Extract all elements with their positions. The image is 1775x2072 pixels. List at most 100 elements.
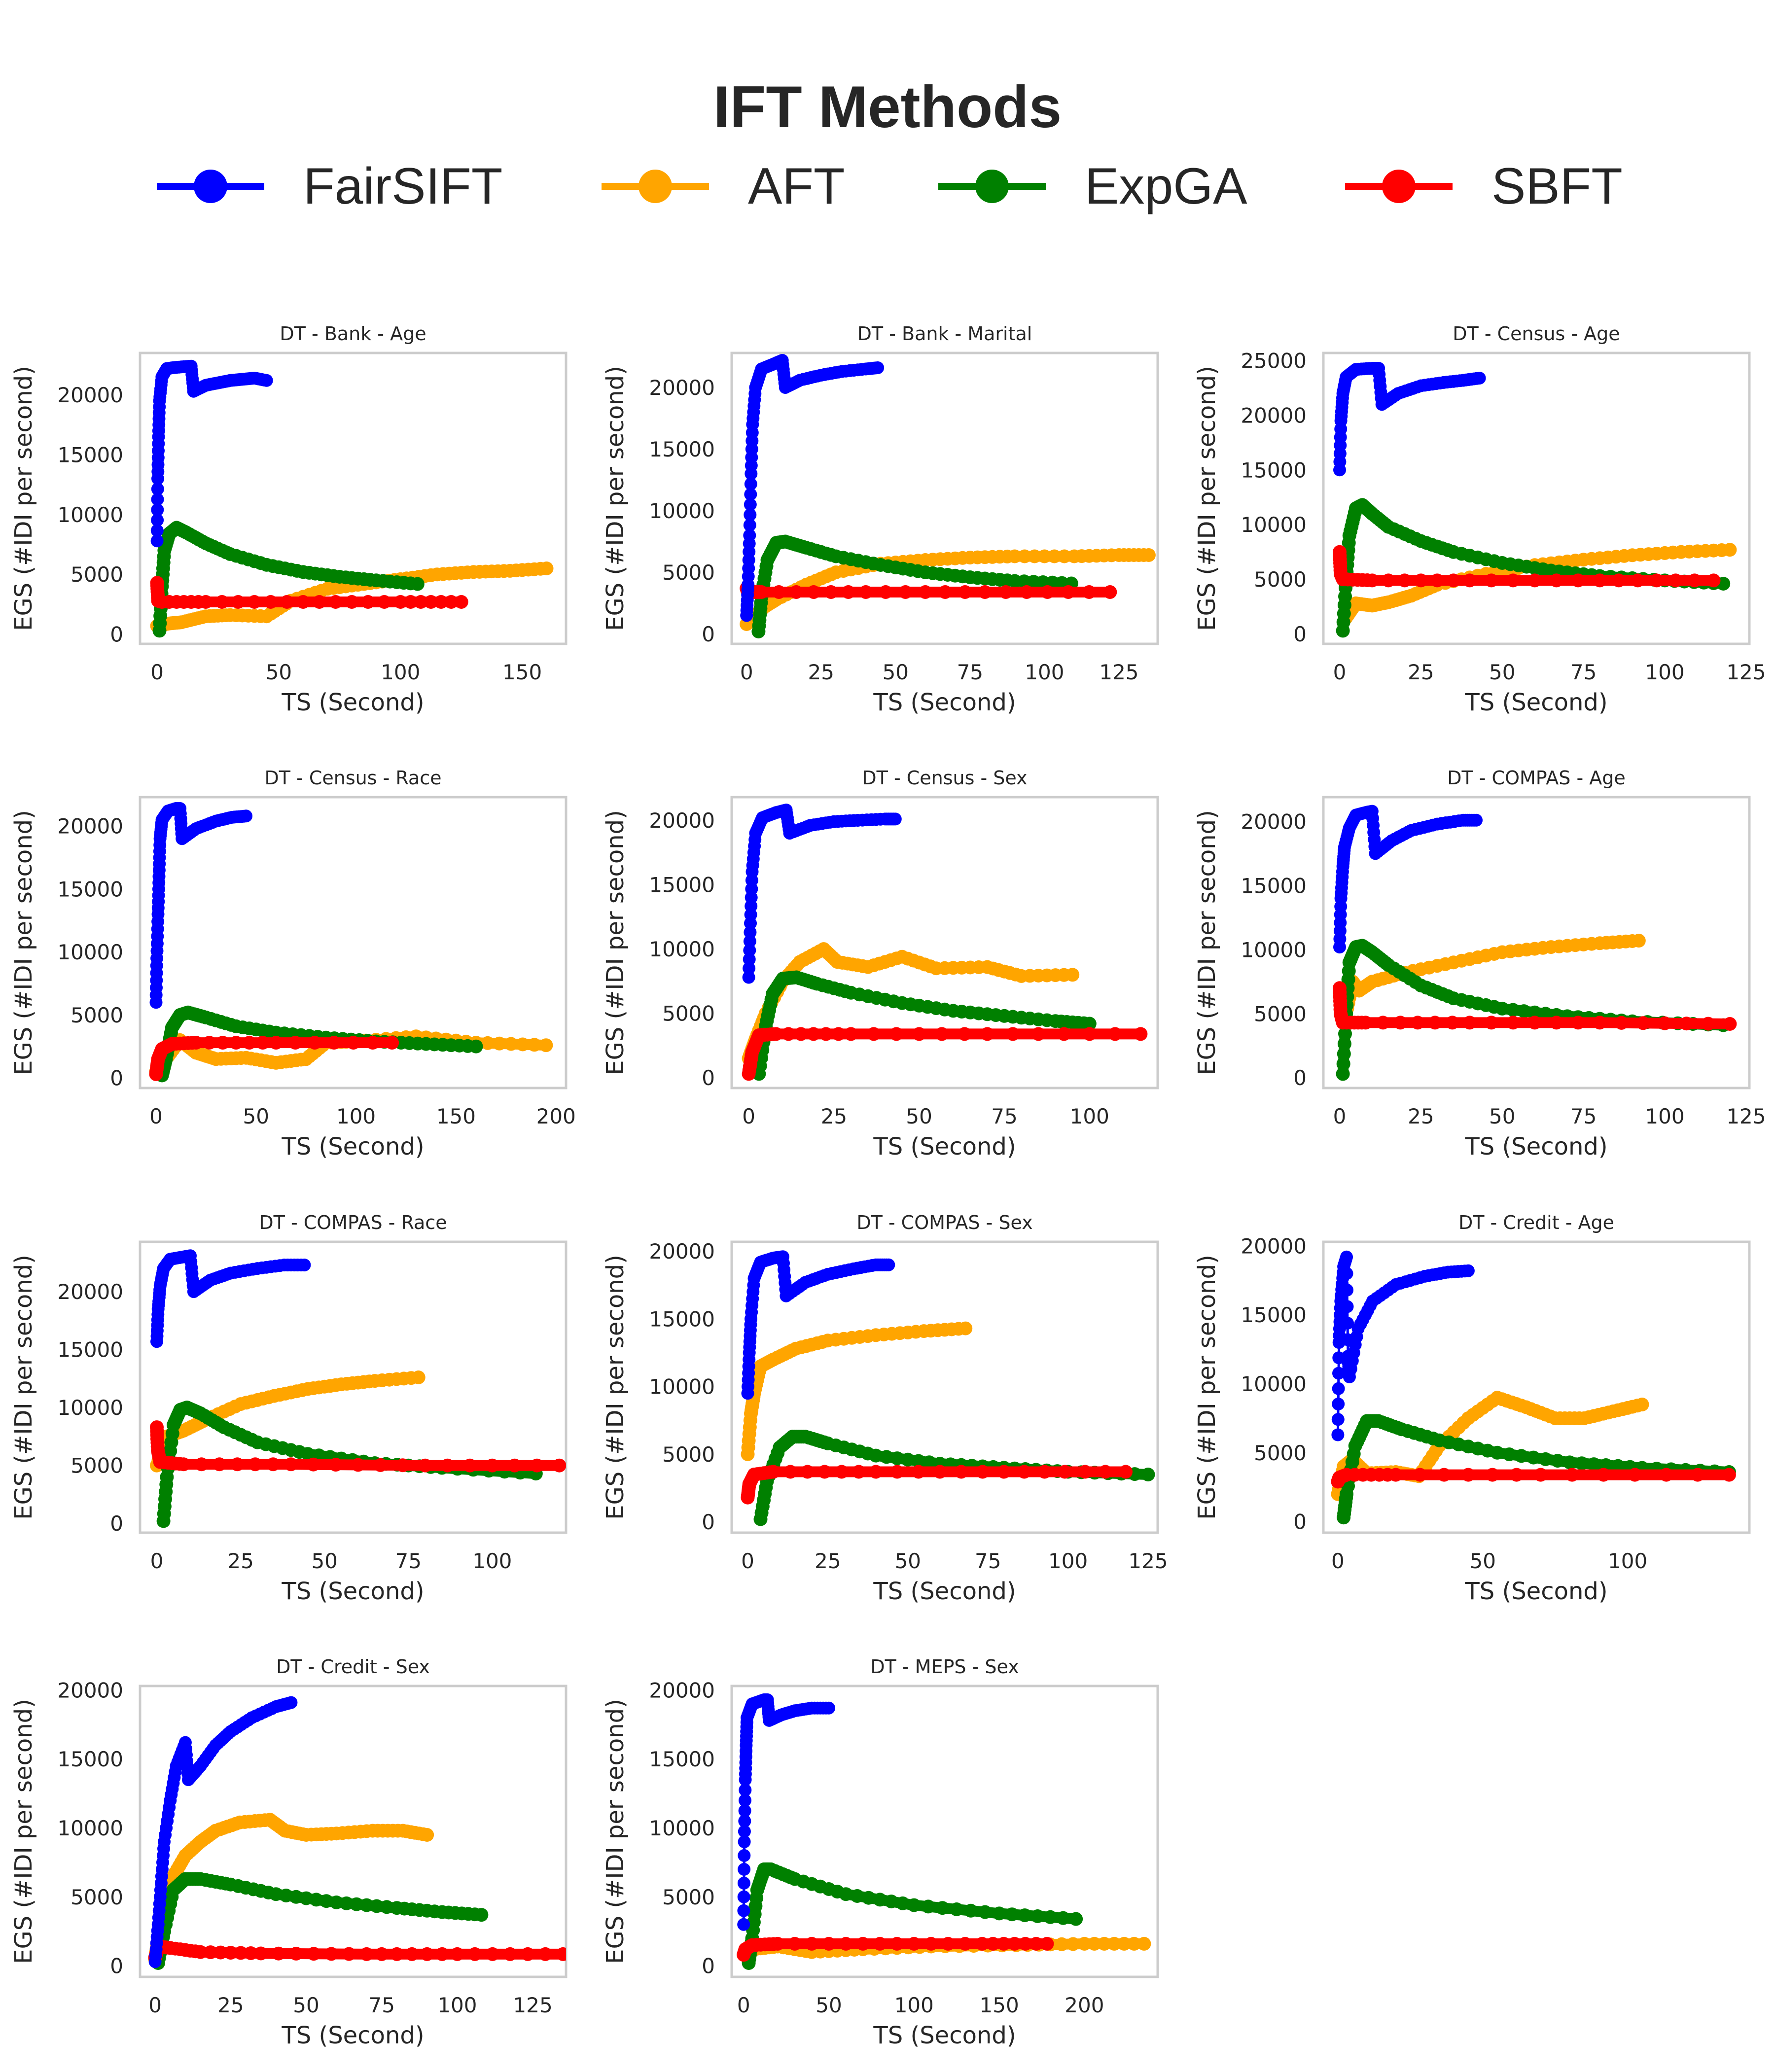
data-point-sbft [307, 1947, 321, 1961]
series-sbft [741, 1465, 1133, 1505]
y-tick-label: 15000 [649, 1747, 715, 1771]
series-expga [152, 521, 425, 638]
data-point-aft [1107, 1936, 1121, 1951]
data-point-sbft [835, 1465, 849, 1479]
legend-item-fairsift: FairSIFT [157, 158, 502, 215]
data-point-expga [350, 1897, 364, 1911]
data-point-expga [839, 1887, 853, 1901]
x-tick-label: 75 [991, 1104, 1017, 1128]
data-point-sbft [986, 1936, 1000, 1951]
data-point-sbft [434, 595, 448, 609]
data-point-sbft [361, 595, 375, 609]
data-point-sbft [807, 585, 821, 599]
y-tick-label: 10000 [57, 1816, 123, 1840]
data-point-sbft [1614, 1016, 1629, 1030]
data-point-fairsift [871, 361, 885, 374]
data-point-sbft [328, 1458, 343, 1472]
data-point-sbft [1461, 1468, 1475, 1482]
legend-label-aft: AFT [748, 158, 845, 215]
data-point-sbft [556, 1947, 566, 1961]
data-point-expga [901, 1452, 915, 1467]
y-axis-label: EGS (#IDI per second) [602, 1699, 629, 1964]
data-point-expga [1551, 1454, 1565, 1468]
series-layer [1333, 805, 1737, 1081]
x-axis-label: TS (Second) [873, 1578, 1016, 1605]
y-tick-label: 20000 [57, 814, 123, 839]
data-point-sbft [1628, 1468, 1642, 1482]
legend-marker-sbft [1382, 170, 1416, 203]
data-point-expga [279, 1889, 293, 1902]
data-point-expga [1337, 1047, 1351, 1061]
data-point-fairsift [151, 514, 164, 527]
data-point-sbft [1006, 1027, 1020, 1041]
data-point-aft [420, 1828, 434, 1842]
data-point-sbft [841, 585, 855, 599]
data-point-sbft [234, 1946, 248, 1960]
data-point-sbft [1593, 573, 1607, 588]
data-point-sbft [264, 595, 278, 609]
series-sbft [150, 1420, 566, 1473]
data-point-sbft [204, 1945, 217, 1960]
x-tick-label: 125 [513, 1993, 553, 2017]
y-tick-label: 5000 [662, 1002, 715, 1026]
y-tick-label: 10000 [57, 940, 123, 964]
y-tick-label: 5000 [1254, 1002, 1307, 1026]
data-point-sbft [1612, 573, 1626, 588]
data-point-sbft [395, 1458, 410, 1473]
data-point-aft [492, 1036, 506, 1051]
data-point-sbft [1679, 1017, 1694, 1031]
data-point-fairsift [743, 944, 756, 957]
data-point-sbft [1058, 1465, 1072, 1479]
y-tick-label: 10000 [1241, 513, 1307, 537]
data-point-sbft [435, 1947, 449, 1961]
data-point-aft [1037, 549, 1052, 563]
series-sbft [150, 576, 468, 609]
data-point-sbft [1119, 1465, 1133, 1479]
y-tick-label: 0 [1293, 622, 1307, 646]
data-point-sbft [806, 1027, 820, 1041]
data-point-expga [1336, 1067, 1350, 1081]
legend-label-fairsift: FairSIFT [303, 158, 502, 215]
series-layer [740, 354, 1156, 638]
data-point-sbft [1414, 573, 1428, 588]
data-point-aft [1635, 1398, 1649, 1411]
series-fairsift [737, 1693, 835, 1931]
y-tick-label: 0 [702, 1510, 715, 1534]
data-point-fairsift [150, 534, 164, 548]
data-point-expga [309, 1893, 323, 1907]
data-point-fairsift [1341, 1300, 1354, 1313]
data-point-aft [1723, 543, 1737, 557]
data-point-expga [289, 1890, 303, 1904]
data-point-expga [1030, 1909, 1045, 1923]
data-point-fairsift [1341, 1317, 1354, 1330]
data-point-sbft [1103, 585, 1117, 599]
data-point-sbft [213, 1457, 226, 1472]
data-point-expga [469, 1039, 483, 1054]
y-tick-label: 15000 [57, 1747, 123, 1771]
x-axis-label: TS (Second) [873, 1133, 1016, 1160]
y-tick-label: 25000 [1241, 349, 1307, 373]
data-point-fairsift [1331, 1428, 1345, 1441]
data-point-sbft [958, 1936, 972, 1951]
series-fairsift [1333, 805, 1483, 954]
figure-title: IFT Methods [713, 74, 1062, 140]
plot-area-dt-census-sex [730, 796, 1159, 1089]
data-point-fairsift [742, 971, 755, 984]
y-tick-label: 0 [1293, 1510, 1307, 1534]
data-point-sbft [468, 1947, 482, 1961]
data-point-sbft [1484, 573, 1498, 588]
data-point-sbft [1571, 1016, 1585, 1030]
series-fairsift [148, 1696, 298, 1968]
data-point-aft [411, 1370, 426, 1384]
data-point-sbft [771, 1936, 785, 1951]
data-point-sbft [255, 1036, 270, 1050]
x-tick-label: 0 [148, 1993, 162, 2017]
panel-dt-meps-sex: DT - MEPS - Sex 0 50 100 150 200 0 5000 10000 150… [602, 1656, 1159, 2049]
x-axis-label: TS (Second) [1464, 1578, 1607, 1605]
data-point-sbft [365, 1036, 380, 1050]
data-point-sbft [890, 1936, 904, 1951]
data-point-sbft [1388, 1468, 1403, 1482]
y-tick-label: 10000 [649, 937, 715, 961]
series-expga [752, 970, 1097, 1081]
data-point-aft [1087, 1936, 1101, 1951]
